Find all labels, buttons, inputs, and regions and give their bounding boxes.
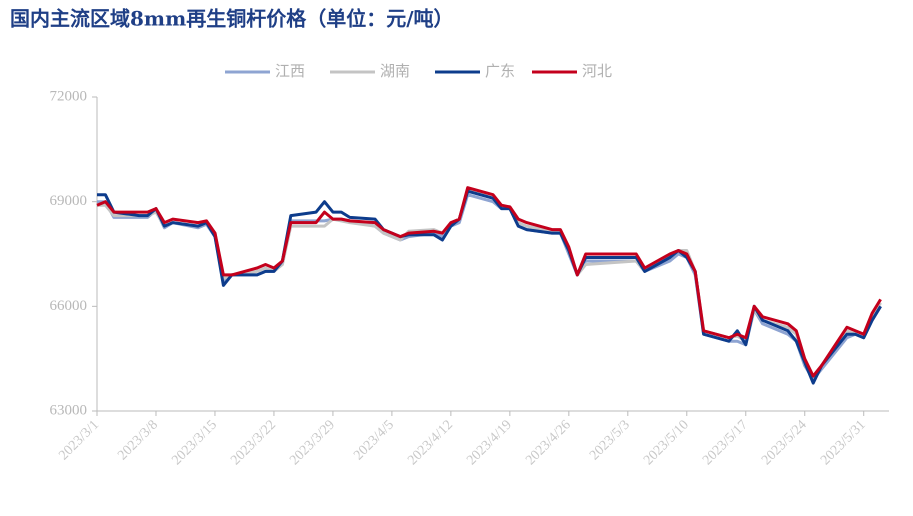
x-tick-label: 2023/4/26 [523, 417, 574, 468]
x-tick-label: 2023/4/12 [405, 417, 456, 468]
x-tick-label: 2023/3/15 [169, 417, 220, 468]
x-tick-label: 2023/4/5 [351, 417, 397, 463]
x-tick-label: 2023/5/24 [759, 417, 810, 468]
y-tick-label: 66000 [50, 298, 88, 314]
legend-label: 江西 [275, 62, 305, 80]
chart-title: 国内主流区域8mm再生铜杆价格（单位：元/吨） [10, 7, 454, 31]
series-line [97, 188, 882, 378]
x-tick-label: 2023/3/29 [287, 417, 338, 468]
x-tick-label: 2023/5/17 [700, 417, 751, 468]
legend-label: 湖南 [380, 62, 410, 80]
x-tick-label: 2023/3/1 [56, 417, 102, 463]
x-tick-label: 2023/5/10 [641, 417, 692, 468]
x-tick-label: 2023/5/3 [587, 417, 633, 463]
x-tick-label: 2023/3/8 [115, 417, 161, 463]
legend-label: 河北 [582, 62, 612, 80]
y-tick-label: 72000 [50, 88, 88, 104]
series-line [96, 186, 882, 378]
series-line [97, 189, 882, 385]
y-tick-label: 63000 [50, 402, 88, 418]
x-tick-label: 2023/4/19 [464, 417, 515, 468]
legend-label: 广东 [485, 62, 515, 80]
y-tick-label: 69000 [50, 193, 88, 209]
x-tick-label: 2023/5/31 [818, 417, 869, 468]
x-tick-label: 2023/3/22 [228, 417, 279, 468]
series-line [97, 193, 882, 382]
